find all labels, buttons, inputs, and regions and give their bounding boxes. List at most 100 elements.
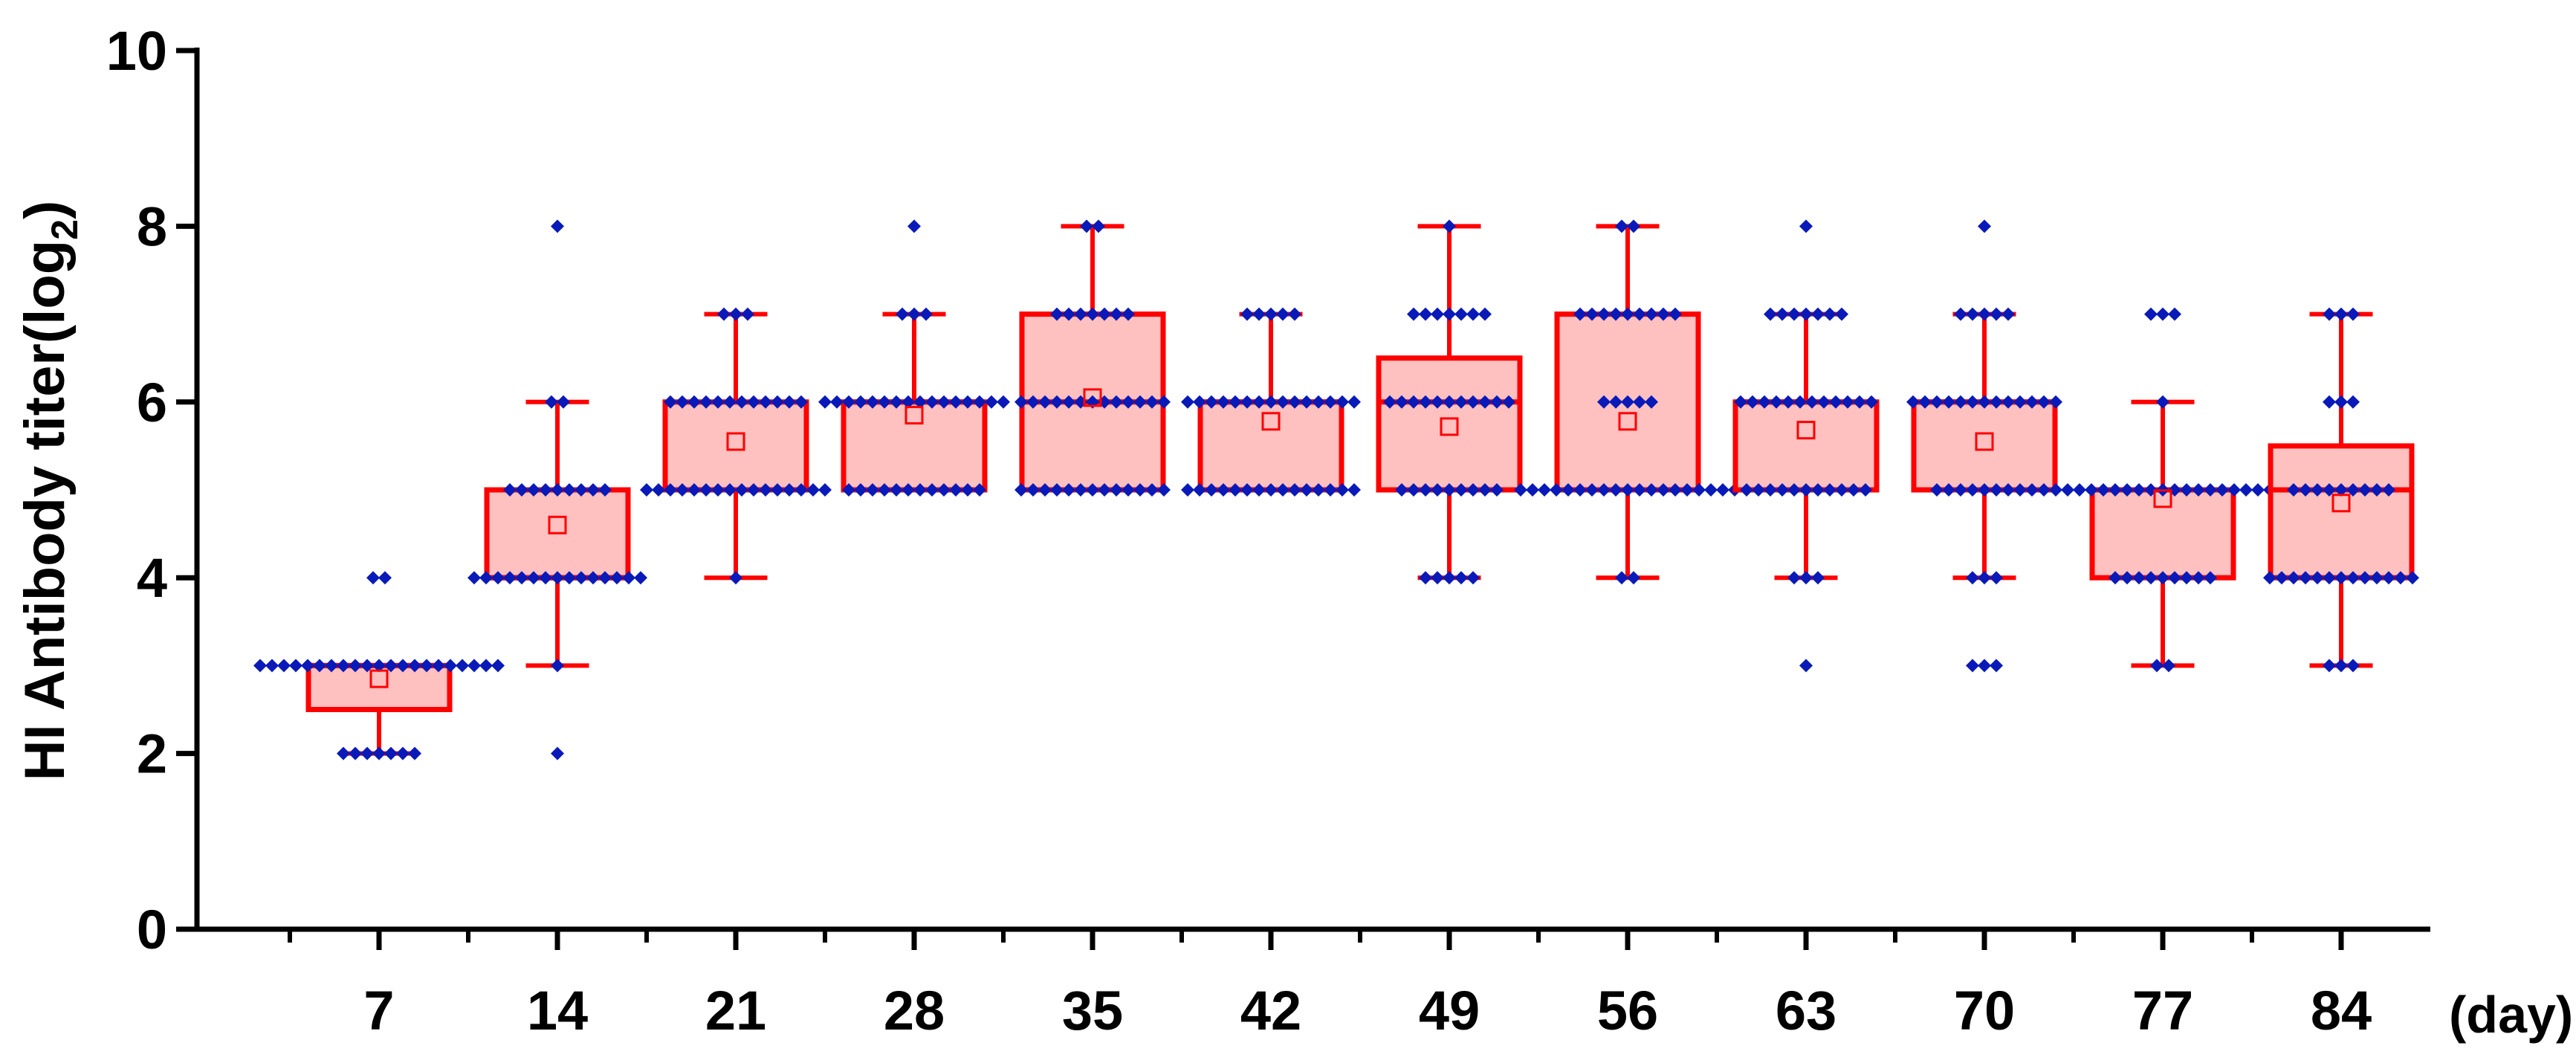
data-point: [1122, 395, 1135, 409]
data-point: [2097, 483, 2110, 497]
data-point: [2132, 483, 2146, 497]
data-point: [1062, 395, 1075, 409]
data-point: [699, 395, 713, 409]
data-point: [1633, 483, 1646, 497]
data-point: [1799, 483, 1813, 497]
data-point: [408, 659, 421, 673]
data-point: [1502, 395, 1515, 409]
data-point: [2168, 571, 2181, 585]
data-point: [545, 395, 558, 409]
data-point: [711, 395, 725, 409]
data-point: [878, 483, 891, 497]
data-point: [1264, 307, 1278, 321]
data-point: [1585, 307, 1599, 321]
data-point: [503, 483, 517, 497]
data-point: [1787, 571, 1801, 585]
data-point: [551, 571, 564, 585]
data-point: [1787, 483, 1801, 497]
data-point: [575, 483, 588, 497]
data-point: [907, 219, 921, 233]
data-point: [551, 746, 564, 760]
box-iqr: [841, 399, 988, 493]
data-point: [1823, 483, 1836, 497]
data-point: [527, 571, 540, 585]
data-point: [949, 483, 962, 497]
y-tick-label: 4: [137, 547, 167, 609]
mean-marker: [1261, 412, 1281, 431]
data-point: [378, 571, 392, 585]
data-point: [372, 659, 386, 673]
data-point: [1585, 483, 1599, 497]
data-point: [1978, 483, 1991, 497]
data-point: [1490, 395, 1504, 409]
data-point: [1954, 307, 1967, 321]
data-point: [1431, 571, 1444, 585]
data-point: [2334, 395, 2348, 409]
x-axis-unit-label: (day): [2449, 986, 2573, 1044]
data-point: [384, 659, 398, 673]
data-point: [973, 483, 986, 497]
data-point: [1252, 395, 1266, 409]
data-point: [913, 483, 927, 497]
data-point: [420, 659, 433, 673]
data-point: [2334, 307, 2348, 321]
data-point: [687, 395, 701, 409]
data-point: [2001, 307, 2015, 321]
data-point: [1276, 483, 1289, 497]
data-point: [1110, 395, 1123, 409]
x-tick-label: 35: [1062, 980, 1123, 1041]
data-point: [1918, 395, 1932, 409]
data-point: [1086, 307, 1099, 321]
data-point: [1014, 395, 1028, 409]
box-iqr: [662, 399, 809, 493]
data-point: [818, 483, 832, 497]
data-point: [1859, 483, 1872, 497]
data-point: [2180, 571, 2193, 585]
box-iqr: [1911, 399, 2058, 493]
data-point: [1383, 395, 1397, 409]
data-point: [1942, 483, 1955, 497]
data-point: [676, 395, 689, 409]
data-point: [907, 307, 921, 321]
data-point: [1050, 483, 1064, 497]
data-point: [396, 746, 410, 760]
data-point: [1633, 307, 1646, 321]
data-point: [1395, 395, 1408, 409]
data-point: [1776, 307, 1789, 321]
data-point: [1829, 395, 1842, 409]
data-point: [1609, 395, 1622, 409]
data-point: [2299, 483, 2312, 497]
mean-marker: [1440, 417, 1459, 436]
data-point: [1092, 219, 1105, 233]
data-point: [2037, 395, 2051, 409]
data-point: [2334, 483, 2348, 497]
box-group-day-7: [253, 571, 505, 760]
data-point: [1627, 219, 1640, 233]
data-point: [1847, 483, 1860, 497]
data-point: [1680, 483, 1694, 497]
data-point: [735, 395, 748, 409]
data-point: [1906, 395, 1920, 409]
data-point: [1597, 307, 1611, 321]
mean-marker: [1975, 432, 1994, 451]
data-point: [1793, 395, 1807, 409]
data-point: [711, 483, 725, 497]
data-point: [1431, 483, 1444, 497]
data-point: [1252, 483, 1266, 497]
box-group-day-49: [1376, 219, 1523, 585]
data-point: [664, 483, 677, 497]
data-point: [1930, 395, 1944, 409]
data-point: [2109, 483, 2122, 497]
data-point: [2406, 571, 2419, 585]
data-point: [1443, 219, 1456, 233]
data-point: [1062, 307, 1075, 321]
data-point: [2323, 659, 2336, 673]
data-point: [1466, 571, 1480, 585]
data-point: [1038, 483, 1052, 497]
data-point: [1419, 483, 1432, 497]
data-point: [2287, 483, 2300, 497]
data-point: [444, 659, 457, 673]
data-point: [759, 395, 772, 409]
y-axis-label-main: HI Antibody titer(log: [13, 240, 77, 781]
